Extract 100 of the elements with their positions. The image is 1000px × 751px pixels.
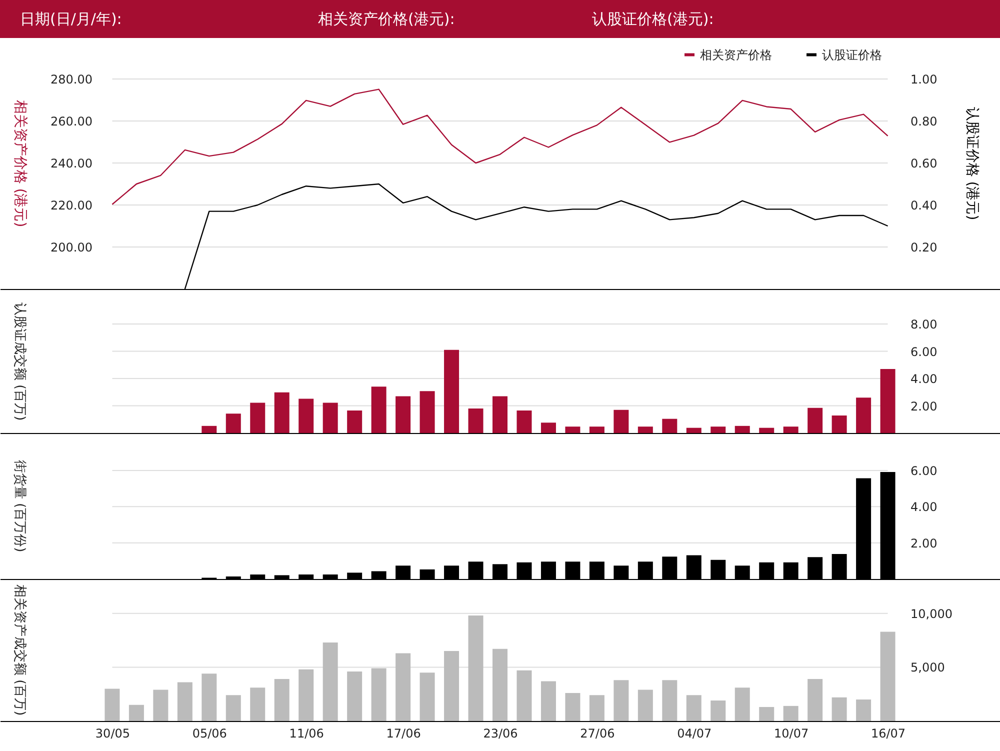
y-tick-label: 10,000 xyxy=(910,606,952,621)
y-tick-label: 240.00 xyxy=(50,156,92,170)
bar xyxy=(250,688,266,721)
bar xyxy=(420,672,435,721)
bar xyxy=(274,392,290,433)
x-tick-label: 30/05 xyxy=(95,726,130,740)
bar xyxy=(468,408,484,433)
x-tick-label: 05/06 xyxy=(192,726,227,740)
bar xyxy=(444,350,460,433)
bar xyxy=(783,706,798,721)
bar xyxy=(686,695,702,721)
bar xyxy=(832,416,847,433)
y2-tick-label: 1.00 xyxy=(910,72,938,86)
bar xyxy=(540,422,556,433)
y2-tick-label: 0.60 xyxy=(910,156,938,170)
bar xyxy=(880,632,896,721)
x-tick-label: 16/07 xyxy=(870,726,906,740)
bar xyxy=(371,386,386,433)
text: 认股证价格(港元): xyxy=(592,10,714,28)
bar xyxy=(808,408,823,433)
bar xyxy=(734,426,750,433)
bar xyxy=(420,391,435,433)
bar xyxy=(274,679,290,721)
bar xyxy=(177,682,192,721)
bar xyxy=(856,398,872,433)
bar xyxy=(638,426,653,433)
bar xyxy=(226,695,241,721)
bar xyxy=(759,707,774,721)
bar xyxy=(783,426,798,433)
bar xyxy=(662,418,678,433)
bar xyxy=(492,396,508,433)
bar xyxy=(614,410,629,433)
bar xyxy=(589,695,604,721)
bar xyxy=(734,688,750,721)
bar xyxy=(614,680,629,721)
bar xyxy=(128,704,144,721)
bar xyxy=(492,648,508,721)
bar xyxy=(396,396,411,433)
bar xyxy=(589,426,604,433)
y-axis-title: 街货量 (百万份) xyxy=(12,460,27,552)
bar xyxy=(516,410,532,433)
bar xyxy=(808,679,823,721)
bar xyxy=(104,688,120,721)
text: 相关资产价格(港元): xyxy=(318,10,455,28)
bar xyxy=(565,693,580,721)
line-series xyxy=(112,88,888,205)
bar xyxy=(832,697,847,721)
y-axis-title: 相关资产价格 (港元) xyxy=(12,100,28,228)
legend-label: 相关资产价格 xyxy=(700,48,772,62)
y-axis-title: 认股证成交额 (百万) xyxy=(12,302,28,421)
x-tick-label: 10/07 xyxy=(774,726,809,740)
bar xyxy=(202,426,217,433)
bar xyxy=(468,616,484,721)
bar xyxy=(710,700,726,721)
bar xyxy=(710,426,726,433)
y-tick-label: 8.00 xyxy=(910,318,938,332)
bar xyxy=(153,690,168,721)
bar xyxy=(347,672,362,721)
text: 日期(日/月/年): xyxy=(20,10,122,28)
bar xyxy=(371,668,386,721)
y-tick-label: 6.00 xyxy=(910,464,938,478)
bar xyxy=(638,690,653,721)
y-tick-label: 4.00 xyxy=(910,372,938,386)
bar xyxy=(565,426,580,433)
bar xyxy=(516,670,532,721)
legend-label: 认股证价格 xyxy=(822,48,882,62)
y-tick-label: 220.00 xyxy=(50,198,92,212)
y2-tick-label: 0.20 xyxy=(910,240,938,254)
bar xyxy=(322,402,338,433)
bar xyxy=(856,699,872,721)
y-tick-label: 5,000 xyxy=(910,660,945,675)
bar xyxy=(686,428,702,433)
y-tick-label: 2.00 xyxy=(910,536,938,550)
bar xyxy=(250,402,266,433)
bar xyxy=(298,669,314,721)
y-tick-label: 6.00 xyxy=(910,344,938,359)
bar xyxy=(540,681,556,721)
y2-tick-label: 0.40 xyxy=(910,198,938,212)
bar xyxy=(226,414,241,433)
bar xyxy=(347,410,362,433)
x-tick-label: 11/06 xyxy=(289,726,324,740)
bar xyxy=(444,651,460,721)
bar xyxy=(759,428,774,433)
x-tick-label: 04/07 xyxy=(677,726,712,740)
y-tick-label: 260.00 xyxy=(50,114,92,128)
bar xyxy=(396,653,411,721)
y2-tick-label: 0.80 xyxy=(910,114,938,128)
bar xyxy=(880,368,896,433)
y-tick-label: 280.00 xyxy=(50,72,92,86)
y-tick-label: 4.00 xyxy=(910,500,938,514)
x-tick-label: 27/06 xyxy=(580,726,615,740)
y2-axis-title: 认股证价格 (港元) xyxy=(964,106,980,220)
bar xyxy=(322,642,338,721)
bar xyxy=(298,398,314,433)
bar xyxy=(662,680,678,721)
x-tick-label: 17/06 xyxy=(386,726,421,740)
y-tick-label: 200.00 xyxy=(50,240,92,254)
bar xyxy=(202,674,217,721)
x-tick-label: 23/06 xyxy=(483,726,518,740)
y-axis-title: 相关资产成交额 (百万) xyxy=(12,584,28,716)
